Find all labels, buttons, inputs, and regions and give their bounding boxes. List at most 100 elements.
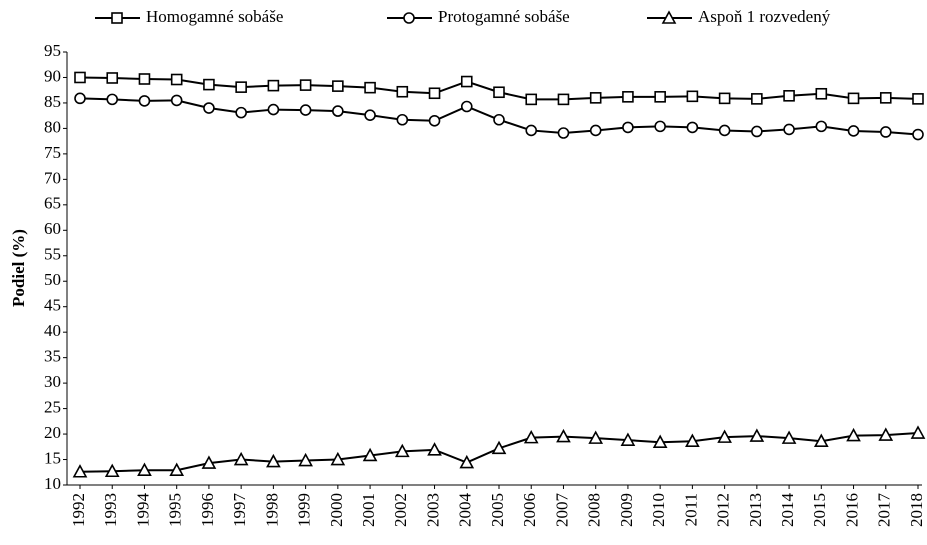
legend-label: Aspoň 1 rozvedený (698, 7, 831, 26)
y-tick-label: 45 (44, 296, 61, 315)
data-point (589, 92, 602, 104)
data-point (203, 78, 215, 91)
y-tick-label: 85 (44, 92, 61, 111)
x-tick-label: 2013 (746, 493, 765, 527)
data-point (781, 430, 797, 444)
data-point (589, 124, 602, 137)
x-tick-label: 1997 (230, 493, 249, 528)
x-tick-label: 2012 (714, 493, 733, 527)
legend-marker (661, 10, 677, 24)
data-point (137, 462, 152, 477)
data-point (459, 454, 475, 469)
data-point (879, 92, 892, 104)
data-point (394, 443, 410, 458)
data-point (815, 120, 828, 133)
data-point (493, 86, 505, 99)
y-tick-label: 60 (44, 219, 61, 238)
data-point (783, 90, 795, 102)
data-point (654, 120, 666, 133)
data-point (813, 433, 829, 447)
data-point (74, 92, 86, 105)
data-point (751, 125, 763, 138)
x-tick-label: 2017 (875, 493, 894, 528)
data-point (556, 428, 571, 443)
data-point (622, 121, 634, 134)
data-point (330, 451, 346, 466)
data-point (652, 434, 668, 449)
y-tick-label: 15 (44, 448, 61, 467)
x-tick-label: 2014 (778, 493, 797, 528)
data-point (72, 464, 88, 478)
data-point (783, 123, 795, 136)
data-point (332, 80, 344, 92)
data-point (493, 113, 505, 126)
x-tick-label: 2001 (359, 493, 378, 527)
data-point (364, 109, 376, 121)
y-tick-label: 20 (44, 423, 61, 442)
data-point (396, 85, 409, 98)
data-point (460, 75, 473, 88)
data-point (686, 90, 699, 103)
y-tick-label: 95 (44, 41, 61, 60)
data-point (299, 104, 312, 116)
data-point (428, 87, 441, 100)
x-tick-label: 2008 (585, 493, 604, 527)
data-point (912, 93, 924, 105)
data-point (878, 427, 894, 441)
x-tick-label: 1992 (69, 493, 88, 527)
data-point (588, 430, 604, 444)
y-tick-label: 75 (44, 143, 61, 162)
y-tick-label: 25 (44, 397, 61, 416)
data-point (557, 93, 570, 106)
data-point (106, 72, 119, 84)
data-point (332, 105, 344, 117)
legend-marker (111, 12, 123, 24)
data-point (460, 100, 473, 113)
data-point (620, 432, 636, 446)
data-point (847, 125, 860, 137)
data-point (267, 79, 280, 92)
x-tick-label: 2011 (681, 493, 700, 526)
x-tick-label: 2010 (649, 493, 668, 527)
x-tick-label: 2000 (327, 493, 346, 527)
data-point (104, 463, 120, 478)
y-tick-label: 80 (44, 117, 61, 136)
y-tick-label: 40 (44, 321, 61, 340)
data-point (685, 433, 700, 447)
y-tick-label: 90 (44, 66, 61, 85)
data-point (364, 81, 376, 94)
data-point (170, 94, 183, 107)
y-tick-label: 50 (44, 270, 61, 289)
data-point (201, 455, 217, 469)
data-point (751, 93, 763, 105)
y-axis-label: Podiel (%) (9, 229, 28, 307)
data-point (718, 92, 731, 105)
data-point (235, 106, 247, 119)
data-point (749, 428, 765, 442)
data-point (523, 429, 539, 444)
x-tick-label: 1994 (133, 493, 152, 528)
data-point (491, 440, 507, 455)
data-point (846, 427, 861, 442)
data-point (427, 442, 442, 456)
data-point (815, 87, 828, 100)
data-point (622, 91, 634, 103)
data-point (686, 121, 699, 134)
x-tick-label: 2002 (391, 493, 410, 527)
data-point (654, 91, 666, 103)
x-tick-label: 1995 (166, 493, 185, 527)
x-tick-label: 1998 (262, 493, 281, 527)
data-point (298, 452, 313, 467)
data-point (170, 73, 183, 86)
x-tick-label: 2003 (423, 493, 442, 527)
x-tick-label: 1999 (295, 493, 314, 527)
y-tick-label: 35 (44, 347, 61, 366)
x-tick-label: 2006 (520, 493, 539, 527)
data-point (203, 102, 215, 114)
x-tick-label: 2009 (617, 493, 636, 527)
y-tick-label: 10 (44, 474, 61, 493)
data-point (557, 127, 570, 139)
data-point (235, 81, 247, 93)
x-tick-label: 2005 (488, 493, 507, 527)
legend-label: Protogamné sobáše (438, 7, 570, 26)
